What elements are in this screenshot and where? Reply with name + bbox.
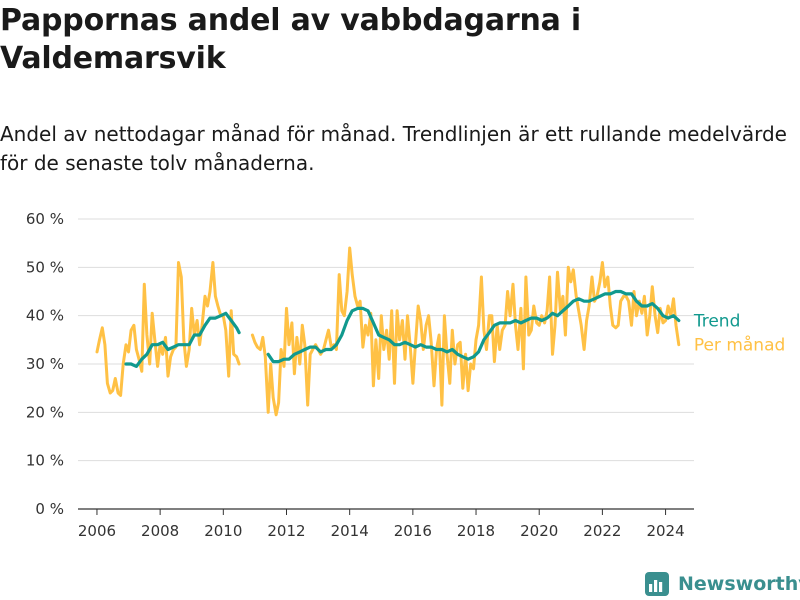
chart-title: Pappornas andel av vabbdagarna i Valdema… [0,3,581,76]
series-labels: Trend Per månad [693,312,785,356]
trend-series-label: Trend [693,312,741,332]
series-lines [95,246,681,417]
chart-subtitle: Andel av nettodagar månad för månad. Tre… [0,122,787,175]
x-tick-label: 2016 [394,522,432,540]
axes: 0 % 10 % 20 % 30 % 40 % 50 % 60 % 2006 2008 2010 2… [26,210,694,540]
y-tick-label: 0 % [35,500,64,518]
y-tick-label: 20 % [26,403,64,421]
x-tick-label: 2008 [141,522,179,540]
brand-name: Newsworthy [678,573,800,595]
newsworthy-logo-icon [645,572,669,596]
x-tick-label: 2018 [457,522,495,540]
x-tick-label: 2022 [583,522,621,540]
x-tick-label: 2006 [78,522,116,540]
x-tick-label: 2012 [267,522,305,540]
newsworthy-brand[interactable]: Newsworthy [644,570,800,598]
trend-series-line [124,311,241,368]
x-tick-label: 2010 [204,522,242,540]
x-tick-label: 2020 [520,522,558,540]
monthly-series-line [95,261,241,397]
y-tick-label: 60 % [26,210,64,228]
monthly-series-line [250,246,681,417]
y-tick-label: 30 % [26,355,64,373]
monthly-series-label: Per månad [694,335,785,356]
x-tick-label: 2024 [646,522,684,540]
y-tick-label: 50 % [26,258,64,276]
x-tick-label: 2014 [331,522,369,540]
trend-series-line [266,289,681,364]
y-tick-label: 10 % [26,452,64,470]
y-tick-label: 40 % [26,307,64,325]
